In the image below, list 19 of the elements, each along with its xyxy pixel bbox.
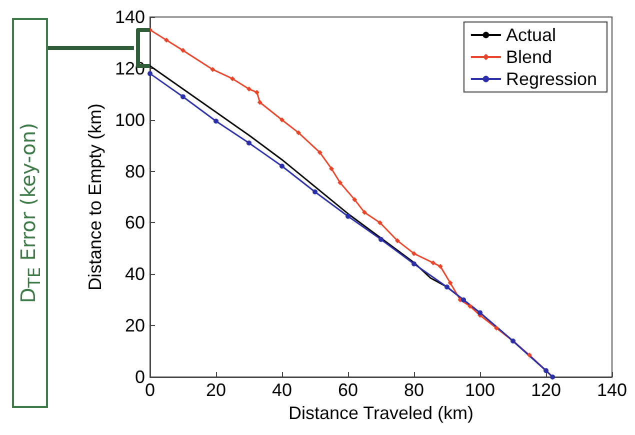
y-tick-label: 140 — [114, 7, 145, 27]
x-tick-label: 140 — [596, 380, 628, 400]
y-tick-label: 20 — [124, 316, 145, 336]
y-tick-label: 80 — [124, 161, 145, 182]
x-tick-label: 40 — [272, 380, 292, 400]
y-tick-label: 60 — [124, 212, 145, 233]
x-tick-label: 80 — [404, 380, 424, 400]
y-axis-title: Distance to Empty (km) — [85, 103, 106, 291]
y-tick-label: 40 — [124, 264, 145, 284]
legend-label: Actual — [506, 25, 556, 45]
y-tick-label: 100 — [114, 110, 145, 130]
x-tick-label: 60 — [338, 380, 358, 400]
x-tick-label: 20 — [206, 380, 226, 400]
x-tick-label: 120 — [530, 380, 562, 400]
x-axis-title: Distance Traveled (km) — [288, 402, 474, 423]
x-tick-label: 100 — [464, 380, 496, 400]
legend-label: Blend — [506, 47, 552, 67]
y-tick-label: 0 — [134, 367, 145, 387]
legend-label: Regression — [506, 69, 597, 89]
